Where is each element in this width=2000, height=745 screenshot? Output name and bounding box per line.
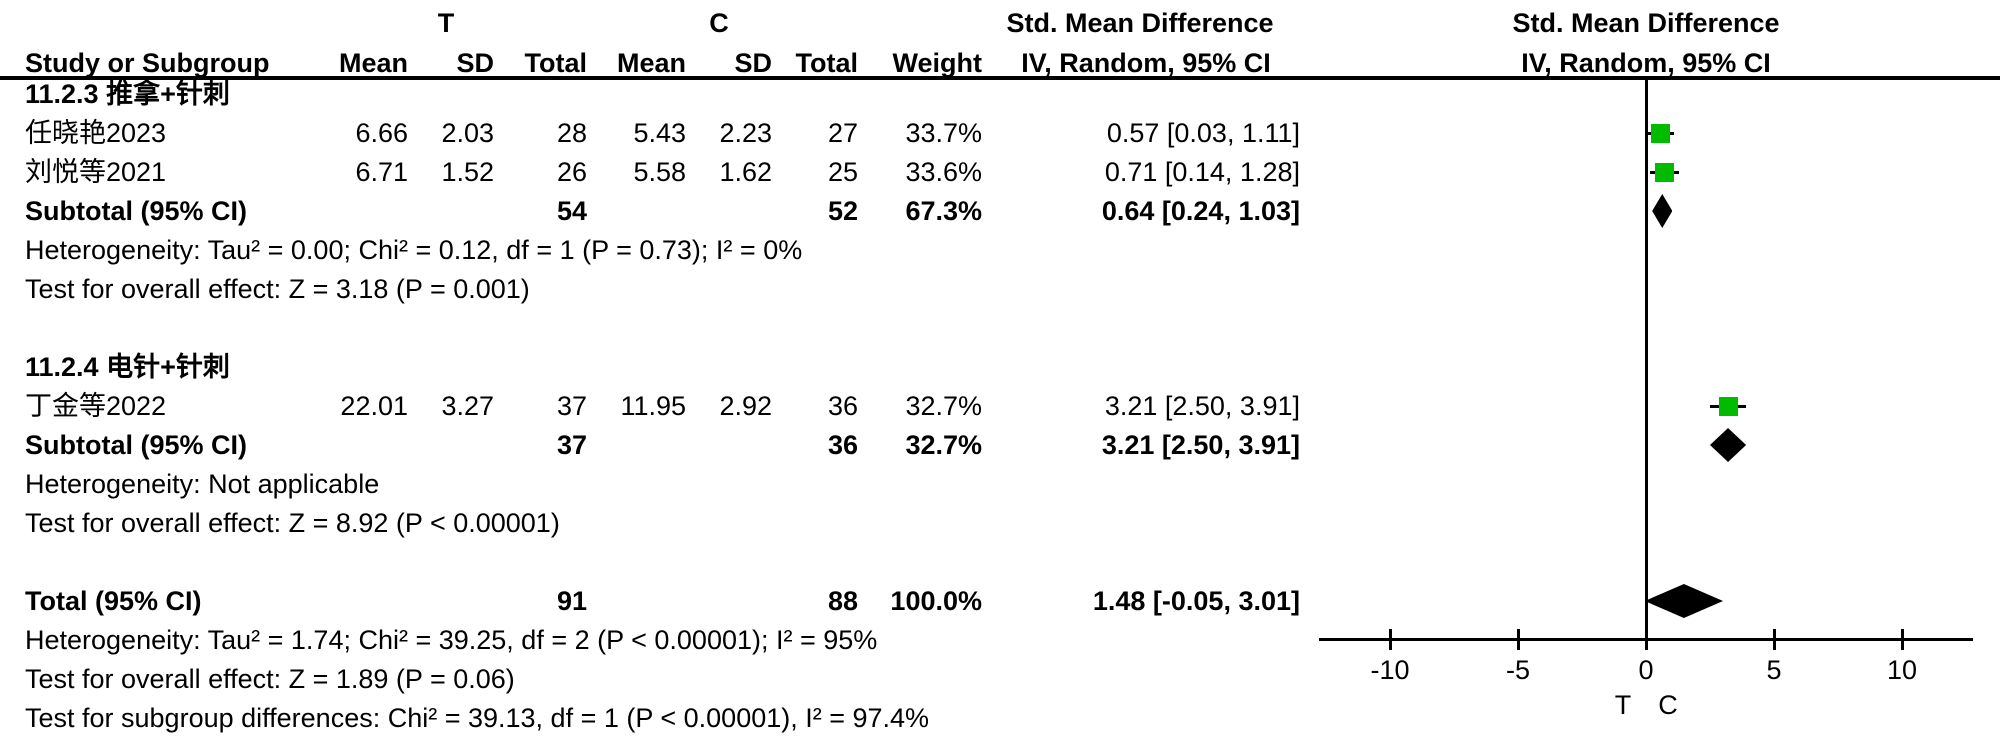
cell-sd-c: 2.92	[719, 391, 772, 421]
cell-ci-text: 1.48 [-0.05, 3.01]	[1092, 586, 1300, 616]
footnote-text: Heterogeneity: Tau² = 0.00; Chi² = 0.12,…	[25, 235, 803, 265]
cell-mean-t: 6.66	[355, 118, 408, 148]
footnote-text: Heterogeneity: Not applicable	[25, 469, 380, 499]
table-row-study: 刘悦等2021 6.71 1.52 26 5.58 1.62 25 33.6% 0.71 [0.…	[0, 153, 2000, 191]
col-header-total-t: Total	[524, 48, 588, 78]
zero-line	[1644, 80, 1648, 639]
cell-ci-text: 3.21 [2.50, 3.91]	[1104, 391, 1300, 421]
cell-mean-c: 5.58	[633, 157, 686, 187]
effect-square	[1718, 396, 1738, 416]
header-underline	[0, 76, 2000, 80]
col-header-method-right: IV, Random, 95% CI	[1521, 48, 1771, 78]
table-row-note: Heterogeneity: Tau² = 0.00; Chi² = 0.12,…	[0, 231, 2000, 269]
table-row-note: Heterogeneity: Tau² = 1.74; Chi² = 39.25…	[0, 621, 2000, 659]
row-label: 11.2.4 电针+针刺	[25, 352, 230, 382]
cell-ci-text: 3.21 [2.50, 3.91]	[1101, 430, 1300, 460]
table-row-total: Total (95% CI) 91 88 100.0% 1.48 [-0.05, 3.0…	[0, 582, 2000, 620]
group-header-t: T	[437, 8, 455, 38]
axis-tick	[1900, 629, 1904, 650]
footnote-text: Test for overall effect: Z = 3.18 (P = 0…	[25, 274, 530, 304]
effect-square	[1651, 123, 1671, 143]
cell-mean-c: 5.43	[633, 118, 686, 148]
footnote-text: Test for overall effect: Z = 8.92 (P < 0…	[25, 508, 560, 538]
footnote-text: Test for subgroup differences: Chi² = 39…	[25, 703, 930, 733]
table-row-note: Test for overall effect: Z = 3.18 (P = 0…	[0, 270, 2000, 308]
table-row-note: Heterogeneity: Not applicable	[0, 465, 2000, 503]
cell-sd-t: 1.52	[441, 157, 494, 187]
table-row-note: Test for overall effect: Z = 8.92 (P < 0…	[0, 504, 2000, 542]
cell-weight: 32.7%	[905, 430, 982, 460]
axis-tick-label: 5	[1766, 655, 1782, 685]
pooled-diamond	[1652, 194, 1673, 228]
cell-weight: 33.6%	[905, 157, 982, 187]
cell-mean-t: 22.01	[340, 391, 408, 421]
cell-total-c: 52	[827, 196, 858, 226]
cell-weight: 67.3%	[905, 196, 982, 226]
table-row-note: Test for overall effect: Z = 1.89 (P = 0…	[0, 660, 2000, 698]
cell-sd-c: 2.23	[719, 118, 772, 148]
cell-total-t: 26	[556, 157, 587, 187]
table-row-subtotal: Subtotal (95% CI) 54 52 67.3% 0.64 [0.24, 1.…	[0, 192, 2000, 230]
table-row-study: 丁金等2022 22.01 3.27 37 11.95 2.92 36 32.7% 3.21 […	[0, 387, 2000, 425]
col-header-weight: Weight	[892, 48, 983, 78]
cell-weight: 32.7%	[905, 391, 982, 421]
cell-total-c: 36	[827, 391, 858, 421]
col-header-mean-c: Mean	[616, 48, 686, 78]
row-label: Subtotal (95% CI)	[25, 430, 248, 460]
row-label: 丁金等2022	[25, 391, 167, 421]
cell-total-c: 36	[827, 430, 858, 460]
cell-total-t: 28	[556, 118, 587, 148]
col-header-method-left: IV, Random, 95% CI	[1021, 48, 1271, 78]
table-row-subgroup: 11.2.4 电针+针刺	[0, 348, 2000, 386]
col-header-mean-t: Mean	[338, 48, 408, 78]
row-label: 刘悦等2021	[25, 157, 167, 187]
favours-left-label: T	[1614, 690, 1632, 720]
smd-header-left: Std. Mean Difference	[1006, 8, 1274, 38]
col-header-study: Study or Subgroup	[25, 48, 270, 78]
cell-total-t: 91	[556, 586, 587, 616]
footnote-text: Test for overall effect: Z = 1.89 (P = 0…	[25, 664, 515, 694]
axis-tick-label: -10	[1370, 655, 1410, 685]
cell-weight: 100.0%	[890, 586, 982, 616]
cell-total-c: 25	[827, 157, 858, 187]
table-row-subtotal: Subtotal (95% CI) 37 36 32.7% 3.21 [2.50, 3.…	[0, 426, 2000, 464]
cell-total-t: 54	[556, 196, 587, 226]
group-header-c: C	[709, 8, 729, 38]
col-header-sd-t: SD	[456, 48, 494, 78]
row-label: 任晓艳2023	[25, 118, 167, 148]
axis-tick	[1772, 629, 1776, 650]
row-label: Subtotal (95% CI)	[25, 196, 248, 226]
cell-sd-t: 3.27	[441, 391, 494, 421]
footnote-text: Heterogeneity: Tau² = 1.74; Chi² = 39.25…	[25, 625, 878, 655]
col-header-sd-c: SD	[734, 48, 772, 78]
cell-total-c: 88	[827, 586, 858, 616]
cell-weight: 33.7%	[905, 118, 982, 148]
axis-tick-label: 0	[1638, 655, 1654, 685]
row-label: 11.2.3 推拿+针刺	[25, 79, 230, 109]
table-row-study: 任晓艳2023 6.66 2.03 28 5.43 2.23 27 33.7% 0.57 [0.…	[0, 114, 2000, 152]
cell-mean-t: 6.71	[355, 157, 408, 187]
axis-tick	[1388, 629, 1392, 650]
table-row-note: Test for subgroup differences: Chi² = 39…	[0, 699, 2000, 737]
cell-sd-c: 1.62	[719, 157, 772, 187]
axis-tick-label: 10	[1886, 655, 1918, 685]
row-label: Total (95% CI)	[25, 586, 202, 616]
cell-sd-t: 2.03	[441, 118, 494, 148]
cell-ci-text: 0.57 [0.03, 1.11]	[1106, 118, 1300, 148]
cell-total-t: 37	[556, 391, 587, 421]
axis-tick-label: -5	[1505, 655, 1530, 685]
cell-mean-c: 11.95	[620, 391, 686, 421]
cell-ci-text: 0.71 [0.14, 1.28]	[1104, 157, 1300, 187]
cell-total-c: 27	[827, 118, 858, 148]
axis-tick	[1516, 629, 1520, 650]
smd-header-right: Std. Mean Difference	[1512, 8, 1780, 38]
table-row-subgroup: 11.2.3 推拿+针刺	[0, 75, 2000, 113]
effect-square	[1654, 162, 1674, 182]
cell-total-t: 37	[556, 430, 587, 460]
col-header-total-c: Total	[795, 48, 859, 78]
cell-ci-text: 0.64 [0.24, 1.03]	[1101, 196, 1300, 226]
favours-right-label: C	[1658, 690, 1678, 720]
axis-tick	[1644, 629, 1648, 650]
